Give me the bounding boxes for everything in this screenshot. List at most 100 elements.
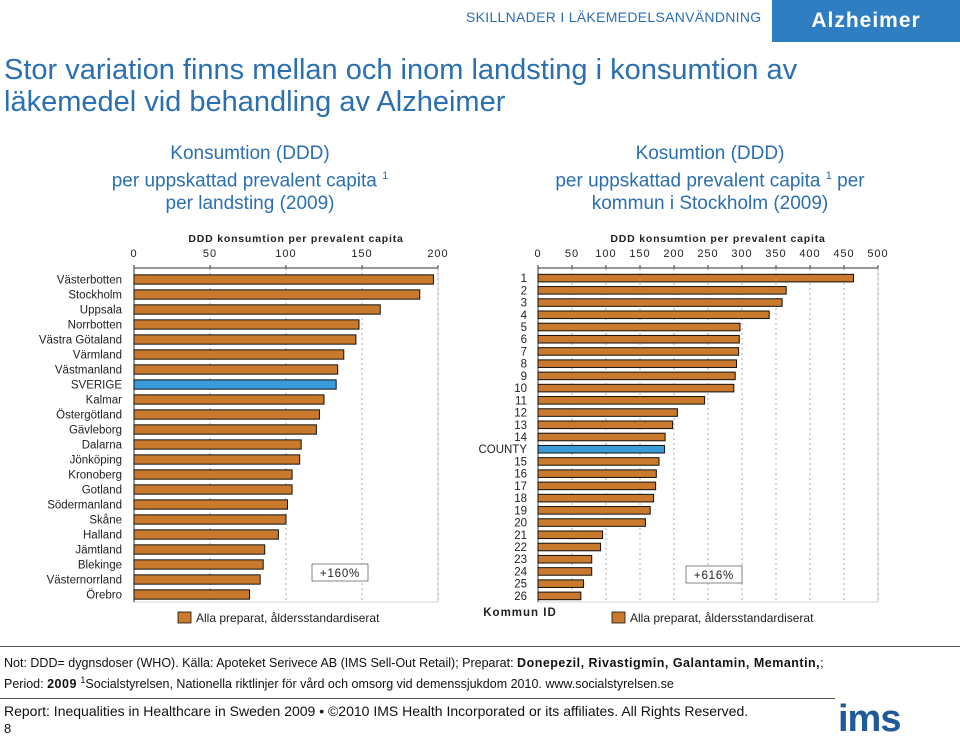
right-category-label: 22 (514, 542, 527, 554)
left-x-axis-label: DDD konsumtion per prevalent capita (188, 233, 403, 245)
left-bar (133, 424, 317, 435)
footnote-period-label: Period: (4, 677, 48, 692)
left-bar (133, 274, 434, 285)
topic-tab: Alzheimer (772, 0, 960, 42)
right-bar (537, 469, 657, 478)
right-bar (537, 396, 706, 405)
right-category-label: 23 (514, 554, 527, 566)
left-heading-line2-wrap: per uppskattad prevalent capita 1 (80, 165, 420, 192)
right-heading-line2-wrap: per uppskattad prevalent capita 1 per (520, 165, 900, 192)
page-title: Stor variation finns mellan och inom lan… (4, 54, 798, 118)
right-x-tick-label: 200 (663, 248, 684, 260)
left-bar (133, 439, 302, 450)
left-bar (133, 559, 264, 570)
footnote-line2: Period: 2009 1Socialstyrelsen, Nationell… (4, 672, 954, 693)
footnote-period-year: 2009 (47, 677, 77, 692)
right-category-label: 24 (514, 566, 527, 578)
left-category-label: Gotland (82, 485, 122, 497)
ims-logo: ims (838, 698, 901, 740)
left-category-label: Jämtland (75, 545, 122, 557)
left-x-tick-label: 150 (351, 248, 372, 260)
right-bar (537, 347, 740, 356)
left-category-label: Dalarna (82, 440, 123, 452)
right-annotation: +616% (694, 570, 734, 582)
footnote-line1-prefix: Not: DDD= dygnsdoser (WHO). Källa: Apote… (4, 656, 518, 670)
right-bar (537, 554, 593, 564)
left-category-label: Jönköping (70, 455, 122, 467)
right-bar (537, 481, 657, 491)
left-category-label: Gävleborg (69, 425, 122, 437)
left-category-label: Norrbotten (68, 320, 122, 332)
footnote-drugs: Donepezil, Rivastigmin, Galantamin, Mema… (517, 656, 821, 670)
left-bar (133, 544, 266, 555)
footnote-sup: 1 (80, 675, 86, 685)
left-heading-sup: 1 (382, 170, 389, 182)
right-x-axis-label: DDD konsumtion per prevalent capita (610, 233, 825, 245)
footnote-source: Socialstyrelsen, Nationella riktlinjer f… (85, 677, 674, 692)
left-bar (133, 454, 301, 465)
left-heading-line3: per landsting (2009) (165, 193, 335, 215)
right-legend-swatch (611, 611, 626, 624)
left-bar (133, 574, 261, 585)
page-number: 8 (4, 721, 12, 736)
right-category-label: 3 (521, 298, 527, 310)
right-category-label: 14 (514, 432, 527, 444)
right-category-label: COUNTY (478, 444, 527, 456)
right-bar (537, 567, 593, 576)
right-x-tick-label: 350 (765, 248, 786, 260)
right-bar (537, 444, 665, 454)
left-x-tick-label: 200 (427, 248, 448, 260)
right-bar (537, 432, 666, 442)
right-bar (537, 518, 646, 527)
left-bar (133, 364, 339, 375)
left-bar (133, 499, 289, 510)
right-bar (537, 506, 651, 515)
divider-bottom (0, 698, 835, 699)
right-category-label: 1 (521, 273, 527, 285)
right-x-tick-label: 500 (867, 248, 888, 260)
left-bar (133, 394, 325, 405)
section-header: SKILLNADER I LÄKEMEDELSANVÄNDNING (466, 9, 762, 25)
left-bar (133, 319, 360, 330)
left-category-label: Örebro (86, 590, 122, 602)
right-category-label: 15 (514, 456, 527, 468)
right-bar (537, 579, 585, 588)
right-category-label: 12 (514, 408, 527, 420)
right-x-tick-label: 150 (629, 248, 650, 260)
left-category-label: Värmland (73, 350, 122, 362)
divider-top (0, 646, 960, 647)
right-chart-heading: Kosumtion (DDD) per uppskattad prevalent… (520, 142, 900, 215)
left-heading-line2: per uppskattad prevalent capita (111, 170, 377, 192)
right-heading-sup: 1 (825, 170, 832, 182)
right-x-tick-label: 100 (595, 248, 616, 260)
right-heading-line2a: per uppskattad prevalent capita (555, 170, 821, 192)
right-category-label: 26 (514, 591, 527, 603)
left-bar (133, 289, 421, 300)
left-bar (133, 409, 320, 420)
right-bar (537, 334, 740, 344)
left-chart-heading: Konsumtion (DDD) per uppskattad prevalen… (80, 142, 420, 215)
left-category-label: Skåne (89, 515, 122, 527)
right-bar (537, 286, 787, 295)
left-heading-line1: Konsumtion (DDD) (170, 143, 330, 164)
left-legend-swatch (177, 611, 192, 624)
left-category-label: Västernorrland (47, 575, 122, 587)
right-x-tick-label: 300 (731, 248, 752, 260)
left-bar (133, 589, 251, 600)
right-x-tick-label: 0 (534, 248, 541, 260)
right-bar (537, 493, 655, 503)
right-category-label: 6 (521, 334, 527, 346)
left-bar (133, 514, 287, 525)
right-category-label: 18 (514, 493, 527, 505)
left-bar (133, 304, 381, 315)
right-category-label: 17 (514, 481, 527, 493)
left-bar (133, 529, 279, 540)
left-category-label: Södermanland (47, 500, 122, 512)
right-x-tick-label: 400 (799, 248, 820, 260)
left-category-label: Västmanland (55, 365, 122, 377)
right-bar (537, 273, 855, 283)
left-bar (133, 469, 293, 480)
footnote-line1: Not: DDD= dygnsdoser (WHO). Källa: Apote… (4, 655, 954, 672)
right-bar (537, 457, 660, 466)
left-category-label: Stockholm (68, 290, 122, 302)
